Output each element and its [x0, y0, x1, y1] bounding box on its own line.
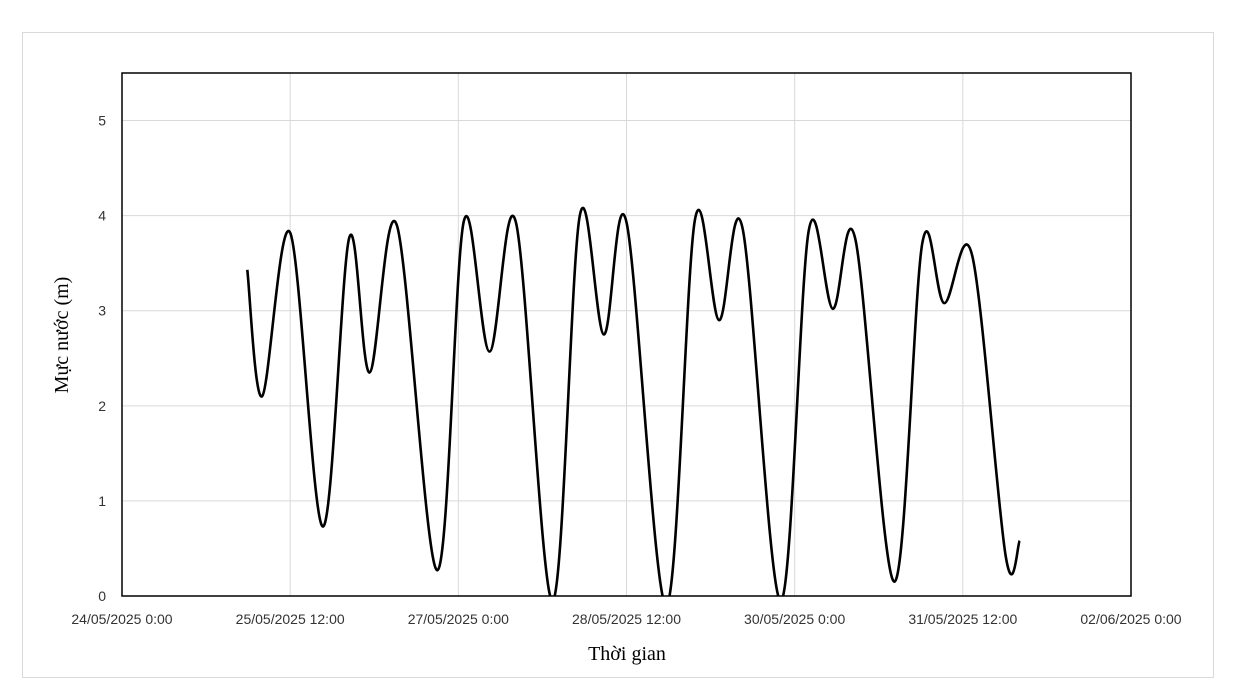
- x-tick-label: 31/05/2025 12:00: [908, 611, 1017, 627]
- chart-frame: [22, 32, 1214, 678]
- plot-area-border: [121, 72, 1132, 597]
- x-tick-label: 25/05/2025 12:00: [236, 611, 345, 627]
- x-axis-title: Thời gian: [588, 643, 666, 665]
- x-tick-label: 24/05/2025 0:00: [71, 611, 172, 627]
- y-tick-label: 1: [98, 493, 106, 509]
- x-tick-label: 28/05/2025 12:00: [572, 611, 681, 627]
- y-axis-ticks: 0 1 2 3 4 5: [98, 113, 106, 604]
- plot-frame: [121, 72, 1132, 597]
- x-axis-ticks: 24/05/2025 0:00 25/05/2025 12:00 27/05/202…: [71, 611, 1181, 627]
- x-tick-label: 27/05/2025 0:00: [408, 611, 509, 627]
- y-tick-label: 2: [98, 398, 106, 414]
- gridlines: [122, 73, 1131, 596]
- y-tick-label: 0: [98, 588, 106, 604]
- y-tick-label: 3: [98, 303, 106, 319]
- y-tick-label: 5: [98, 113, 106, 129]
- x-tick-label: 30/05/2025 0:00: [744, 611, 845, 627]
- y-axis-title: Mực nước (m): [51, 277, 73, 394]
- series-layer: [246, 206, 1021, 596]
- y-tick-label: 4: [98, 208, 106, 224]
- water-level-line: [246, 206, 1021, 596]
- x-tick-label: 02/06/2025 0:00: [1080, 611, 1181, 627]
